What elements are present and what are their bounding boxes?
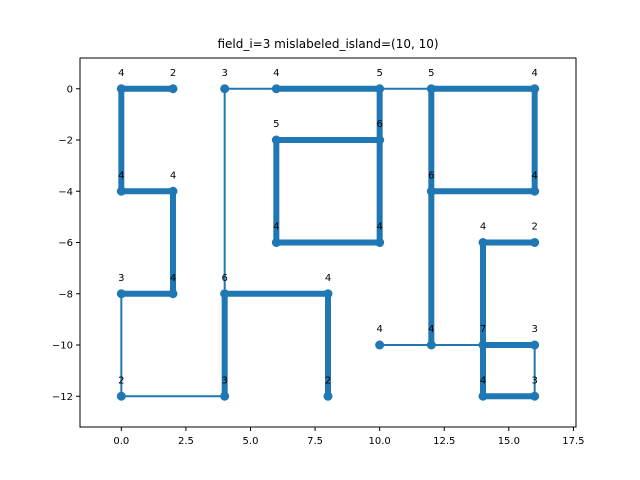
island-label: 4 [480, 375, 486, 386]
y-tick-label: −12 [52, 392, 73, 403]
x-axis-ticks: 0.0 2.5 5.0 7.5 10.0 12.5 15.0 17.5 [113, 427, 585, 447]
island-label: 5 [376, 68, 382, 79]
island-label: 4 [480, 222, 486, 233]
island-label: 6 [221, 273, 227, 284]
island-node [530, 340, 540, 350]
x-tick-label: 7.5 [307, 436, 323, 447]
island-label: 4 [170, 170, 176, 181]
island-label: 7 [480, 324, 486, 335]
island-label: 4 [273, 222, 279, 233]
y-tick-label: −2 [58, 136, 73, 147]
island-node [271, 135, 281, 145]
island-label: 6 [376, 119, 382, 130]
island-node [530, 238, 540, 247]
island-label: 4 [376, 222, 382, 233]
island-node [478, 340, 488, 350]
island-node [271, 238, 281, 247]
island-node [220, 84, 230, 94]
x-tick-label: 15.0 [498, 436, 520, 447]
island-node [168, 289, 178, 299]
island-label: 3 [531, 375, 537, 386]
island-node [116, 391, 126, 401]
island-label: 4 [531, 68, 537, 79]
island-node [530, 186, 540, 196]
y-tick-label: −4 [58, 187, 73, 198]
island-node [530, 84, 540, 94]
island-label: 2 [118, 375, 124, 386]
island-label: 4 [531, 170, 537, 181]
island-node [116, 84, 126, 94]
x-tick-label: 0.0 [113, 436, 129, 447]
island-label: 3 [221, 375, 227, 386]
island-label: 4 [170, 273, 176, 284]
y-tick-label: 0 [67, 84, 73, 95]
x-tick-label: 10.0 [369, 436, 391, 447]
island-node [426, 340, 436, 350]
island-node [375, 340, 385, 350]
island-label: 4 [118, 68, 124, 79]
island-label: 3 [531, 324, 537, 335]
island-node [323, 289, 333, 299]
island-node [426, 186, 436, 196]
island-label: 2 [170, 68, 176, 79]
y-tick-label: −6 [58, 238, 73, 249]
island-label: 4 [376, 324, 382, 335]
island-node [323, 391, 333, 401]
island-label: 4 [118, 170, 124, 181]
y-tick-label: −8 [58, 289, 73, 300]
y-axis-ticks: 0 −2 −4 −6 −8 −10 −12 [52, 84, 80, 403]
x-tick-label: 2.5 [178, 436, 194, 447]
island-node [375, 84, 385, 94]
island-node [271, 84, 281, 94]
island-node [116, 289, 126, 299]
island-label: 4 [273, 68, 279, 79]
island-node [478, 391, 488, 401]
island-label: 2 [325, 375, 331, 386]
island-node [116, 186, 126, 196]
island-node [375, 135, 385, 145]
island-node [426, 84, 436, 94]
island-node [220, 391, 230, 401]
island-label: 2 [531, 222, 537, 233]
island-node [168, 186, 178, 196]
edges-layer [118, 85, 538, 400]
island-node [530, 391, 540, 401]
island-node [478, 238, 488, 247]
x-tick-label: 17.5 [562, 436, 584, 447]
chart-title: field_i=3 mislabeled_island=(10, 10) [217, 37, 438, 51]
island-label: 5 [428, 68, 434, 79]
node-labels-layer: 4 2 3 4 5 5 4 5 6 4 4 6 4 4 4 4 2 3 4 6 4 4 4 7 3 2 3 2 4 3 [118, 68, 538, 387]
island-label: 6 [428, 170, 434, 181]
island-node [168, 84, 178, 94]
y-tick-label: −10 [52, 341, 73, 352]
island-label: 3 [221, 68, 227, 79]
island-label: 3 [118, 273, 124, 284]
island-label: 5 [273, 119, 279, 130]
nodes-layer [116, 84, 540, 401]
x-tick-label: 5.0 [243, 436, 259, 447]
island-label: 4 [325, 273, 331, 284]
island-node [375, 238, 385, 247]
island-node [220, 289, 230, 299]
island-label: 4 [428, 324, 434, 335]
x-tick-label: 12.5 [433, 436, 455, 447]
